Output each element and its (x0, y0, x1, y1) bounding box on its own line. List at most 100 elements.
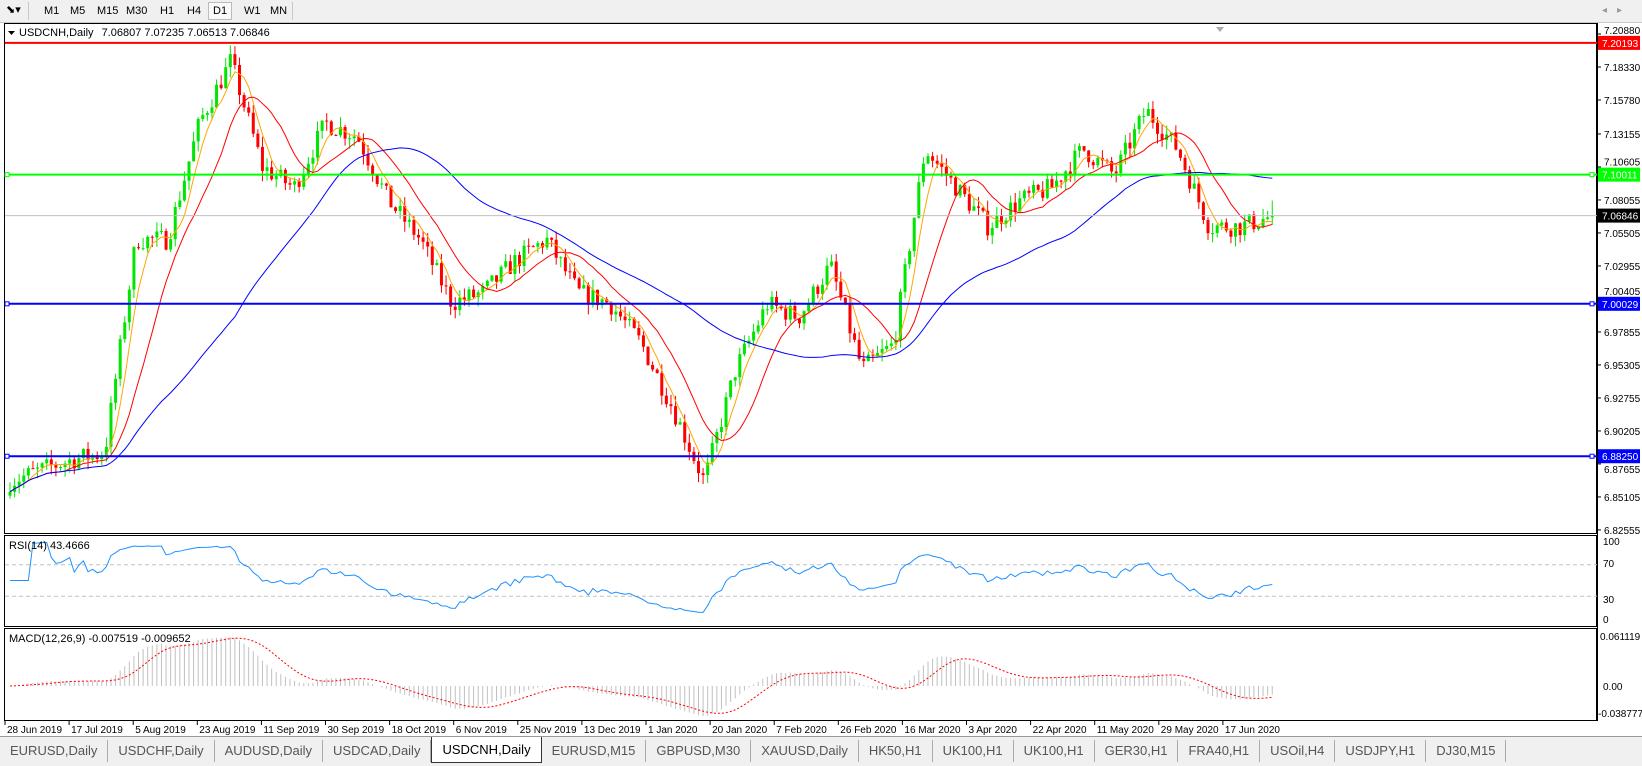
timeframe-m30[interactable]: M30 (126, 5, 148, 17)
candle (499, 265, 503, 284)
candle (880, 338, 884, 362)
line-handle-icon[interactable] (4, 301, 10, 307)
candle (1197, 177, 1201, 209)
candle (256, 129, 260, 149)
line-handle-icon[interactable] (1589, 301, 1595, 307)
candle (719, 418, 723, 439)
tab-hk50-h1[interactable]: HK50,H1 (859, 740, 933, 762)
candle (137, 242, 141, 250)
candle (104, 437, 108, 462)
candle (1128, 132, 1132, 158)
horizontal-line-label: 7.00029 (1602, 300, 1639, 311)
date-label: 16 Mar 2020 (904, 725, 961, 736)
candle (453, 297, 457, 319)
collapse-triangle-icon[interactable] (8, 31, 15, 35)
tab-usdcnh-daily[interactable]: USDCNH,Daily (431, 737, 542, 763)
date-label: 25 Nov 2019 (520, 725, 577, 736)
candle (316, 121, 320, 165)
tab-usdchf-daily[interactable]: USDCHF,Daily (108, 740, 215, 762)
candle (132, 246, 136, 299)
price-axis-label: 6.82555 (1604, 526, 1641, 537)
timeframe-d1[interactable]: D1 (208, 2, 233, 20)
line-handle-icon[interactable] (1589, 172, 1595, 178)
timeframe-w1[interactable]: W1 (244, 5, 261, 17)
candle (830, 254, 834, 268)
candle (320, 120, 324, 139)
line-handle-icon[interactable] (4, 453, 10, 459)
candle (981, 207, 985, 213)
candle (655, 368, 659, 374)
tab-uk100-h1[interactable]: UK100,H1 (1014, 740, 1095, 762)
horizontal-lines[interactable]: 7.06846 7.20193 7.10011 7.00029 6.88250 (4, 35, 1640, 464)
timeframe-h1[interactable]: H1 (160, 5, 175, 17)
candle (513, 248, 517, 282)
chart-tabs: EURUSD,Daily USDCHF,Daily AUDUSD,Daily USDC… (0, 736, 1642, 766)
tab-scroll-arrows-icon[interactable]: ◂▸ (1601, 5, 1632, 16)
timeframe-mn[interactable]: MN (270, 5, 288, 17)
horizontal-line-badge (1598, 296, 1640, 311)
price-panel (4, 23, 1597, 534)
candle (972, 198, 976, 211)
candle (1188, 165, 1192, 193)
candle (1091, 159, 1095, 169)
candle (761, 301, 765, 329)
tab-gbpusd-m30[interactable]: GBPUSD,M30 (646, 740, 752, 762)
price-axis-label: 7.13155 (1604, 130, 1641, 141)
timeframe-m5[interactable]: M5 (70, 5, 86, 17)
date-label: 23 Aug 2019 (199, 725, 256, 736)
ohlc-label: 7.06807 7.07235 7.06513 7.06846 (102, 27, 270, 39)
candle (159, 223, 163, 235)
candle (816, 284, 820, 299)
candle (435, 259, 439, 266)
macd-axis-zero: 0.00 (1603, 682, 1623, 693)
tab-uk100-h1[interactable]: UK100,H1 (933, 740, 1014, 762)
tab-eurusd-m15[interactable]: EURUSD,M15 (542, 740, 647, 762)
date-label: 7 Feb 2020 (776, 725, 827, 736)
candle (1160, 123, 1164, 147)
tab-eurusd-daily[interactable]: EURUSD,Daily (0, 740, 109, 762)
candle (898, 288, 902, 348)
tab-usoil-h4[interactable]: USOil,H4 (1260, 740, 1336, 762)
candle (334, 134, 338, 136)
candle (150, 235, 154, 248)
candle (31, 460, 35, 470)
line-handle-icon[interactable] (1589, 453, 1595, 459)
timeframe-m15[interactable]: M15 (97, 5, 119, 17)
candle (550, 237, 554, 247)
rsi-axis-30: 30 (1603, 595, 1615, 606)
draw-tools-icon[interactable]: ⬊▾ (6, 4, 21, 16)
candle (1096, 155, 1100, 168)
horizontal-line-badge (1598, 35, 1640, 50)
candle (724, 392, 728, 436)
line-handle-icon[interactable] (4, 172, 10, 178)
tab-xauusd-daily[interactable]: XAUUSD,Daily (751, 740, 859, 762)
candle (311, 149, 315, 173)
chart-shift-marker-icon[interactable] (1216, 27, 1224, 32)
macd-label: MACD(12,26,9) -0.007519 -0.009652 (9, 633, 191, 645)
tab-usdjpy-h1[interactable]: USDJPY,H1 (1335, 740, 1427, 762)
candle (912, 217, 916, 257)
candle (742, 335, 746, 357)
tab-dj30-m15[interactable]: DJ30,M15 (1426, 740, 1507, 762)
candle (554, 231, 558, 265)
candle (192, 131, 196, 162)
candle (596, 289, 600, 311)
tab-usdcad-daily[interactable]: USDCAD,Daily (323, 740, 432, 762)
price-axis-label: 7.00405 (1604, 287, 1641, 298)
candle (807, 298, 811, 313)
tab-audusd-daily[interactable]: AUDUSD,Daily (215, 740, 324, 762)
candle (504, 254, 508, 269)
candle (201, 107, 205, 122)
candle (302, 166, 306, 190)
candle (885, 340, 889, 352)
candle (118, 334, 122, 387)
timeframe-m1[interactable]: M1 (44, 5, 60, 17)
candle (1234, 223, 1238, 247)
candle (839, 271, 843, 301)
tab-ger30-h1[interactable]: GER30,H1 (1095, 740, 1179, 762)
tab-fra40-h1[interactable]: FRA40,H1 (1178, 740, 1261, 762)
candle (756, 320, 760, 335)
timeframe-h4[interactable]: H4 (187, 5, 202, 17)
